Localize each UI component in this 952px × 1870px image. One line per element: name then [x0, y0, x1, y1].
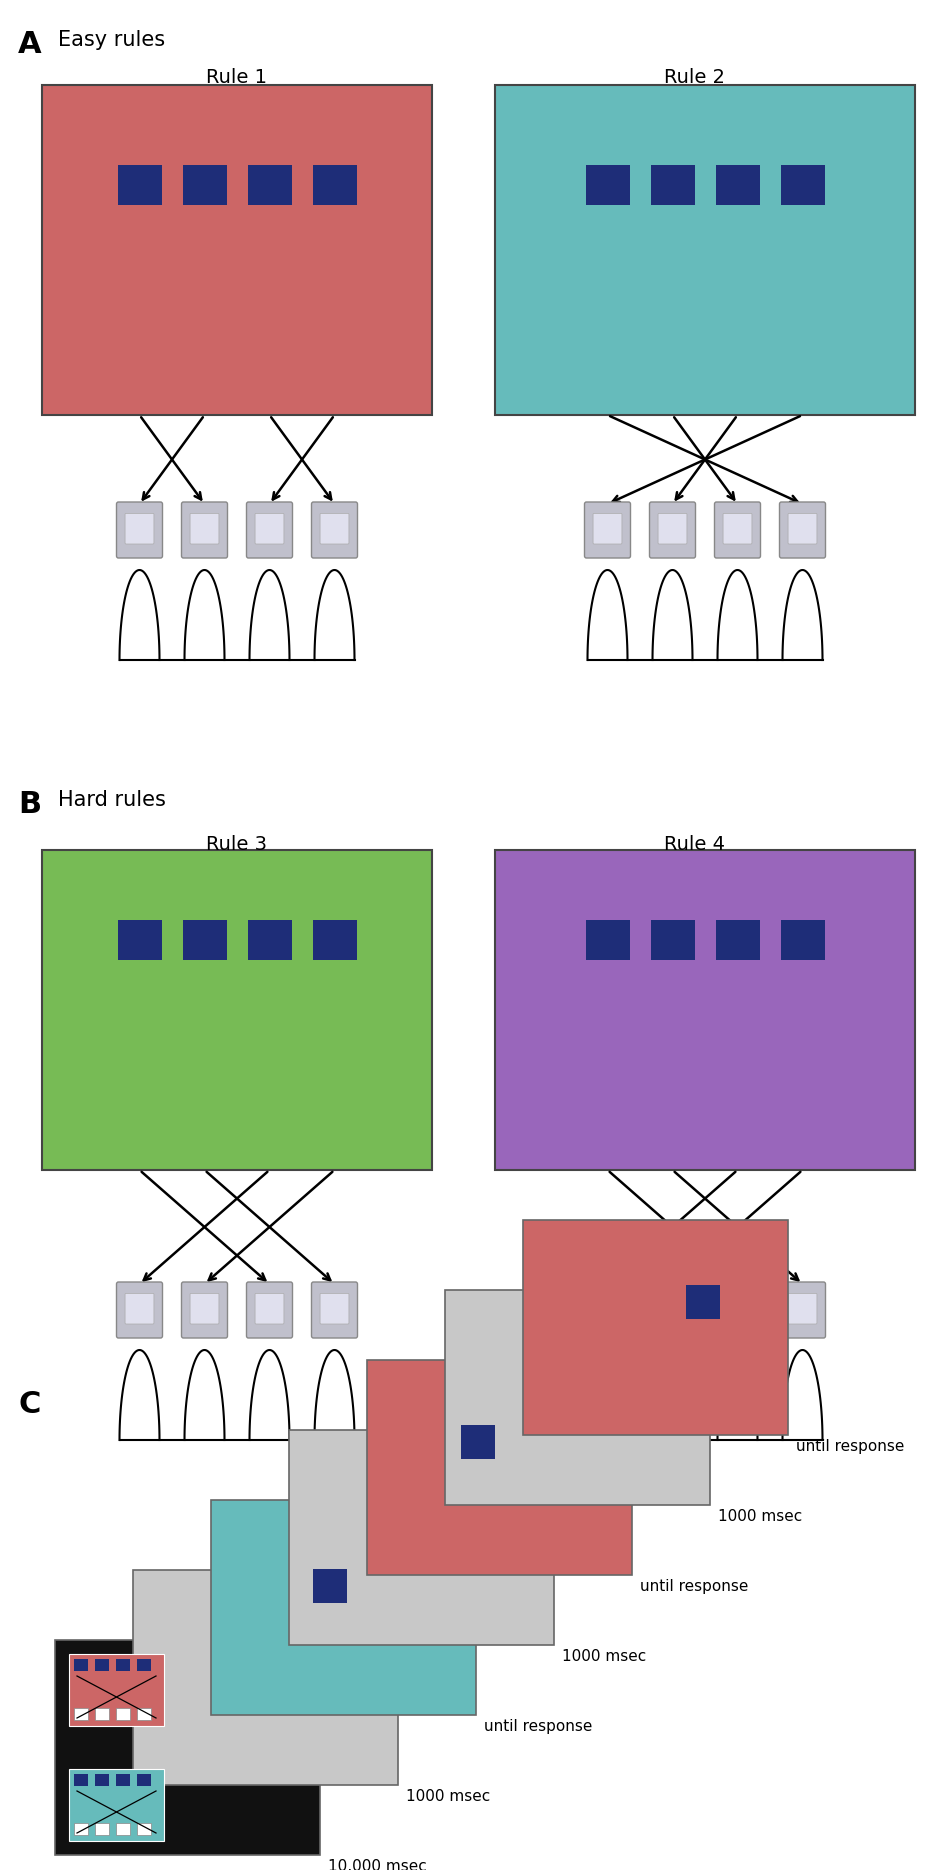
Bar — [312, 920, 356, 959]
FancyBboxPatch shape — [116, 501, 163, 557]
FancyBboxPatch shape — [658, 514, 687, 544]
FancyBboxPatch shape — [320, 1294, 349, 1324]
Text: B: B — [18, 789, 41, 819]
Bar — [42, 84, 432, 415]
Text: until response: until response — [484, 1719, 592, 1733]
Bar — [462, 1425, 495, 1459]
Bar — [74, 1659, 88, 1672]
Bar — [781, 165, 824, 206]
Bar — [523, 1219, 788, 1434]
Bar — [116, 1659, 130, 1672]
FancyBboxPatch shape — [585, 501, 630, 557]
FancyBboxPatch shape — [190, 1294, 219, 1324]
Bar — [585, 165, 629, 206]
Bar — [74, 1823, 88, 1834]
Text: Easy rules: Easy rules — [58, 30, 165, 50]
FancyBboxPatch shape — [585, 1283, 630, 1339]
FancyBboxPatch shape — [780, 1283, 825, 1339]
Bar — [74, 1707, 88, 1720]
Bar — [211, 1500, 476, 1715]
FancyBboxPatch shape — [125, 514, 154, 544]
Bar — [495, 84, 915, 415]
Bar — [95, 1659, 109, 1672]
Bar — [650, 920, 695, 959]
Text: Rule 3: Rule 3 — [207, 836, 268, 855]
Bar — [133, 1571, 398, 1786]
Bar — [248, 920, 291, 959]
Text: Rule 1: Rule 1 — [207, 67, 268, 88]
Bar — [585, 920, 629, 959]
FancyBboxPatch shape — [780, 501, 825, 557]
Bar — [137, 1823, 151, 1834]
FancyBboxPatch shape — [182, 1283, 228, 1339]
FancyBboxPatch shape — [715, 1283, 761, 1339]
Text: A: A — [18, 30, 42, 60]
Bar — [650, 165, 695, 206]
FancyBboxPatch shape — [649, 501, 696, 557]
FancyBboxPatch shape — [593, 1294, 622, 1324]
Bar — [117, 920, 162, 959]
Bar — [781, 920, 824, 959]
Bar — [95, 1775, 109, 1786]
Text: 10,000 msec: 10,000 msec — [328, 1859, 426, 1870]
Bar — [116, 1707, 130, 1720]
Bar — [248, 165, 291, 206]
Bar — [137, 1775, 151, 1786]
Bar — [289, 1431, 554, 1646]
Bar — [183, 165, 227, 206]
FancyBboxPatch shape — [190, 514, 219, 544]
FancyBboxPatch shape — [649, 1283, 696, 1339]
Bar — [445, 1290, 710, 1505]
Text: C: C — [18, 1389, 40, 1419]
Text: 1000 msec: 1000 msec — [406, 1790, 490, 1805]
Bar — [95, 1823, 109, 1834]
Bar — [116, 1775, 130, 1786]
Bar — [312, 165, 356, 206]
FancyBboxPatch shape — [116, 1283, 163, 1339]
Bar — [367, 1359, 632, 1575]
FancyBboxPatch shape — [311, 501, 358, 557]
FancyBboxPatch shape — [182, 501, 228, 557]
Bar — [74, 1775, 88, 1786]
Text: 1000 msec: 1000 msec — [718, 1509, 803, 1524]
FancyBboxPatch shape — [658, 1294, 687, 1324]
Bar — [137, 1659, 151, 1672]
FancyBboxPatch shape — [724, 514, 752, 544]
FancyBboxPatch shape — [320, 514, 349, 544]
FancyBboxPatch shape — [247, 1283, 292, 1339]
FancyBboxPatch shape — [255, 514, 284, 544]
FancyBboxPatch shape — [724, 1294, 752, 1324]
FancyBboxPatch shape — [247, 501, 292, 557]
FancyBboxPatch shape — [788, 514, 817, 544]
Text: until response: until response — [640, 1578, 748, 1593]
Bar — [69, 1653, 164, 1726]
Bar — [116, 1823, 130, 1834]
Bar — [117, 165, 162, 206]
Bar — [69, 1769, 164, 1840]
Bar — [55, 1640, 320, 1855]
FancyBboxPatch shape — [788, 1294, 817, 1324]
Text: Rule 4: Rule 4 — [664, 836, 725, 855]
Text: Hard rules: Hard rules — [58, 789, 166, 810]
Bar — [686, 1285, 721, 1318]
Bar — [95, 1707, 109, 1720]
Bar — [137, 1707, 151, 1720]
Text: 1000 msec: 1000 msec — [562, 1649, 646, 1664]
Bar — [716, 920, 760, 959]
Text: until response: until response — [796, 1440, 904, 1455]
FancyBboxPatch shape — [715, 501, 761, 557]
FancyBboxPatch shape — [125, 1294, 154, 1324]
Text: Rule 2: Rule 2 — [664, 67, 725, 88]
FancyBboxPatch shape — [593, 514, 622, 544]
Bar — [716, 165, 760, 206]
Bar — [495, 851, 915, 1171]
Bar — [42, 851, 432, 1171]
FancyBboxPatch shape — [255, 1294, 284, 1324]
Bar — [183, 920, 227, 959]
Bar — [313, 1569, 347, 1603]
FancyBboxPatch shape — [311, 1283, 358, 1339]
